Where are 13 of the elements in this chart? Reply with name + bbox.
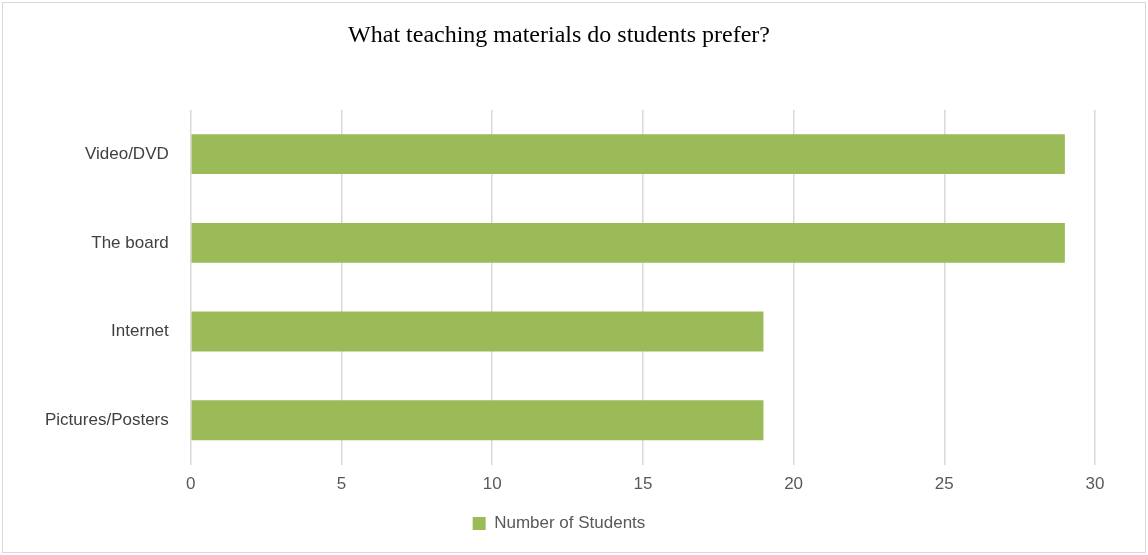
x-tick-label: 15 [633, 474, 653, 494]
x-tick-label: 0 [186, 474, 196, 494]
x-tick-label: 5 [336, 474, 347, 494]
y-tick-label: Pictures/Posters [45, 409, 169, 429]
y-tick-label: Internet [111, 321, 170, 341]
y-tick-label: The board [91, 232, 169, 252]
x-tick-label: 25 [934, 474, 954, 494]
x-tick-label: 10 [482, 474, 502, 494]
x-tick-label: 20 [784, 474, 804, 494]
legend-label: Number of Students [494, 513, 646, 533]
chart-title: What teaching materials do students prefer? [348, 20, 770, 47]
y-tick-label: Video/DVD [84, 143, 169, 163]
x-tick-label: 30 [1085, 474, 1105, 494]
